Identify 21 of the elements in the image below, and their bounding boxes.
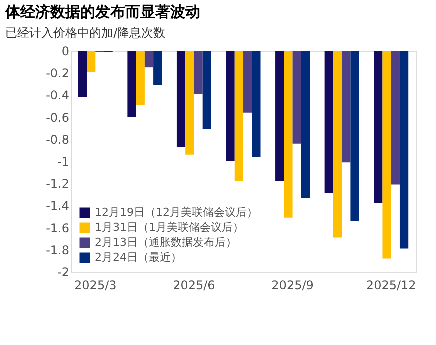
chart-title: 体经济数据的发布而显著波动 xyxy=(4,3,201,21)
legend-label: 12月19日（12月美联储会议后） xyxy=(95,206,258,219)
y-tick-label: -0.6 xyxy=(46,110,70,125)
legend-label: 2月24日（最近） xyxy=(95,251,182,264)
y-tick-label: -1.2 xyxy=(46,177,70,192)
y-tick-label: -1.4 xyxy=(46,199,70,214)
chart-subtitle: 已经计入价格中的加/降息次数 xyxy=(6,26,166,40)
x-tick-label: 2025/9 xyxy=(272,278,314,292)
y-tick-label: -0.2 xyxy=(46,66,70,81)
y-tick-label: -1.6 xyxy=(46,221,70,236)
legend-label: 1月31日（1月美联储会议后） xyxy=(95,221,244,234)
x-tick-label: 2025/12 xyxy=(366,278,416,292)
y-tick-label: -0.4 xyxy=(46,88,70,103)
legend-label: 2月13日（通胀数据发布后） xyxy=(95,236,237,249)
y-tick-label: 0 xyxy=(62,44,70,58)
x-tick-label: 2025/6 xyxy=(173,278,216,292)
y-tick-label: -0.8 xyxy=(46,132,70,147)
y-tick-label: -2 xyxy=(58,266,70,280)
y-tick-label: -1 xyxy=(58,155,70,169)
x-tick-label: 2025/3 xyxy=(74,278,117,292)
y-tick-label: -1.8 xyxy=(46,243,70,258)
